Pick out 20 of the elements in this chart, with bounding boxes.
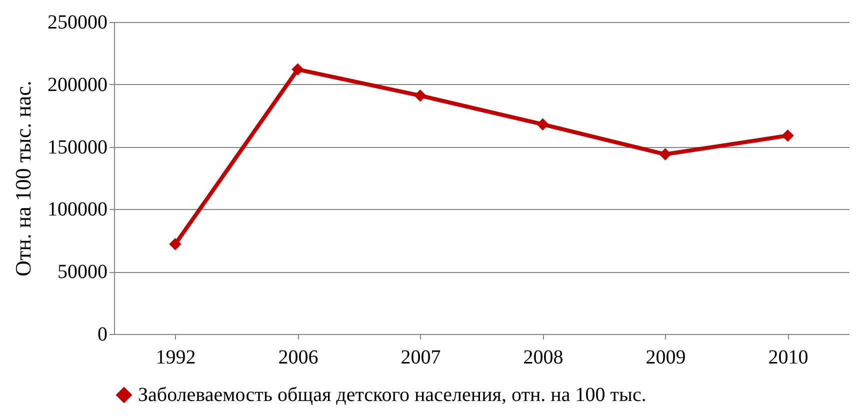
point (536, 118, 549, 130)
legend-label: Заболеваемость общая детского населения, отн. на 100 тыс. (138, 384, 646, 406)
x-tick-label: 2008 (523, 346, 564, 368)
y-axis-title: Отн. на 100 тыс. нас. (10, 80, 36, 276)
y-tick-label: 250000 (48, 12, 108, 34)
point (782, 129, 794, 142)
x-tick-label: 2006 (278, 346, 318, 368)
y-tick-label: 150000 (48, 136, 108, 158)
point (414, 90, 426, 102)
y-tick-label: 100000 (48, 198, 108, 221)
point (292, 63, 304, 76)
y-tick-label: 50000 (58, 261, 108, 284)
point (169, 238, 182, 250)
point (659, 148, 672, 160)
x-tick-label: 2009 (646, 346, 686, 368)
y-tick-label: 0 (98, 324, 108, 346)
x-tick-label: 1992 (156, 346, 196, 368)
y-tick-label: 200000 (48, 74, 108, 96)
x-tick-label: 2010 (768, 346, 808, 368)
x-tick-label: 2007 (400, 346, 441, 368)
